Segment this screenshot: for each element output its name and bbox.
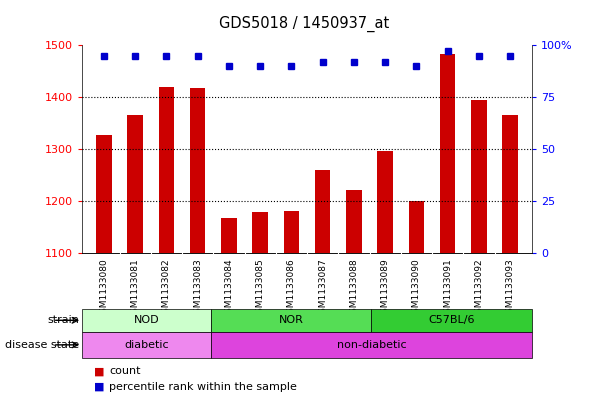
Bar (159, 87, 174, 253)
Bar (210, 309, 371, 332)
Text: C57BL/6: C57BL/6 (429, 315, 475, 325)
Text: strain: strain (47, 315, 79, 325)
Text: GSM1133082: GSM1133082 (162, 258, 171, 318)
Bar (221, 218, 237, 253)
Bar (440, 54, 455, 253)
Text: GSM1133080: GSM1133080 (100, 258, 108, 319)
Text: GSM1133084: GSM1133084 (224, 258, 233, 318)
Text: count: count (109, 366, 141, 376)
Bar (315, 170, 331, 253)
Text: diabetic: diabetic (124, 340, 168, 350)
Text: GSM1133087: GSM1133087 (318, 258, 327, 319)
Bar (252, 212, 268, 253)
Text: GSM1133083: GSM1133083 (193, 258, 202, 319)
Text: disease state: disease state (5, 340, 79, 350)
Text: GSM1133089: GSM1133089 (381, 258, 390, 319)
Bar (96, 135, 112, 253)
Bar (502, 116, 518, 253)
Text: GDS5018 / 1450937_at: GDS5018 / 1450937_at (219, 16, 389, 32)
Text: GSM1133092: GSM1133092 (474, 258, 483, 318)
Text: GSM1133085: GSM1133085 (256, 258, 264, 319)
Bar (409, 201, 424, 253)
Text: GSM1133088: GSM1133088 (350, 258, 358, 319)
Text: GSM1133090: GSM1133090 (412, 258, 421, 319)
Text: ■: ■ (94, 382, 105, 392)
Bar (210, 332, 532, 358)
Text: NOD: NOD (134, 315, 159, 325)
Bar (82, 332, 210, 358)
Bar (190, 88, 206, 253)
Bar (283, 211, 299, 253)
Text: ■: ■ (94, 366, 105, 376)
Bar (82, 309, 210, 332)
Bar (128, 116, 143, 253)
Text: NOR: NOR (278, 315, 303, 325)
Text: GSM1133086: GSM1133086 (287, 258, 296, 319)
Text: GSM1133081: GSM1133081 (131, 258, 140, 319)
Text: non-diabetic: non-diabetic (336, 340, 406, 350)
Bar (371, 309, 532, 332)
Bar (471, 100, 486, 253)
Text: percentile rank within the sample: percentile rank within the sample (109, 382, 297, 392)
Bar (378, 151, 393, 253)
Text: GSM1133093: GSM1133093 (506, 258, 514, 319)
Bar (346, 190, 362, 253)
Text: GSM1133091: GSM1133091 (443, 258, 452, 319)
